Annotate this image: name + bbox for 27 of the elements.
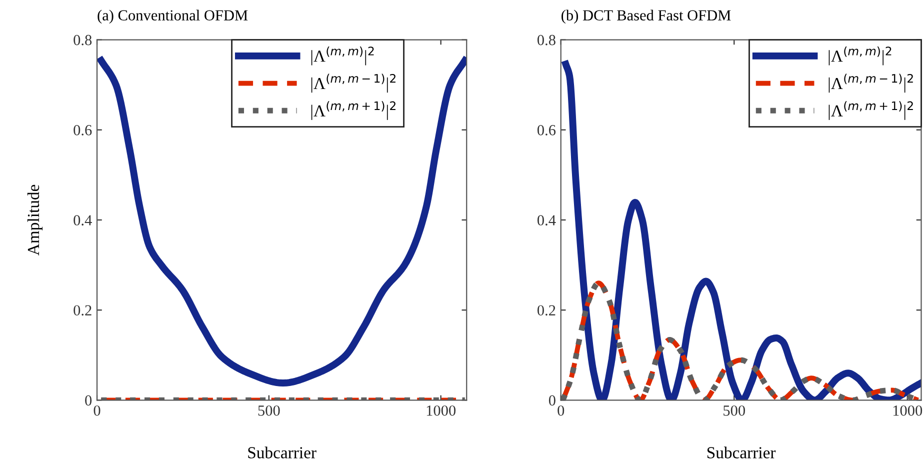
x-tick-label: 500 bbox=[258, 405, 280, 416]
y-tick-label: 0.2 bbox=[537, 305, 556, 316]
x-tick-label: 0 bbox=[94, 405, 100, 416]
y-tick-label: 0.6 bbox=[537, 125, 556, 136]
y-tick-label: 0 bbox=[85, 395, 92, 406]
x-axis-title: Subcarrier bbox=[248, 446, 316, 458]
legend-label: |Λ$^{(m,m−1)}$|$^{2}$ bbox=[828, 74, 913, 93]
chart-title: (a) Conventional OFDM bbox=[98, 10, 248, 24]
legend-label: |Λ$^{(m,m+1)}$|$^{2}$ bbox=[828, 101, 913, 120]
x-tick-label: 0 bbox=[558, 405, 564, 416]
y-tick-label: 0 bbox=[548, 395, 556, 406]
legend-label: |Λ$^{(m,m+1)}$|$^{2}$ bbox=[311, 101, 396, 120]
legend-label: |Λ$^{(m,m)}$|$^{2}$ bbox=[311, 46, 374, 66]
chart-title: (b) DCT Based Fast OFDM bbox=[562, 10, 731, 24]
x-tick-label: 1000 bbox=[893, 405, 922, 416]
legend-label: |Λ$^{(m,m−1)}$|$^{2}$ bbox=[311, 74, 396, 93]
y-tick-label: 0.4 bbox=[537, 215, 556, 226]
y-tick-label: 0.4 bbox=[74, 215, 92, 226]
y-tick-label: 0.8 bbox=[74, 34, 92, 46]
x-axis-title: Subcarrier bbox=[707, 446, 776, 458]
y-tick-label: 0.2 bbox=[74, 305, 92, 316]
legend-label: |Λ$^{(m,m)}$|$^{2}$ bbox=[828, 46, 892, 66]
y-tick-label: 0.8 bbox=[537, 34, 556, 46]
x-tick-label: 500 bbox=[724, 405, 745, 416]
y-tick-label: 0.6 bbox=[74, 125, 92, 136]
x-tick-label: 1000 bbox=[426, 405, 456, 416]
y-axis-title: Amplitude bbox=[27, 184, 43, 256]
